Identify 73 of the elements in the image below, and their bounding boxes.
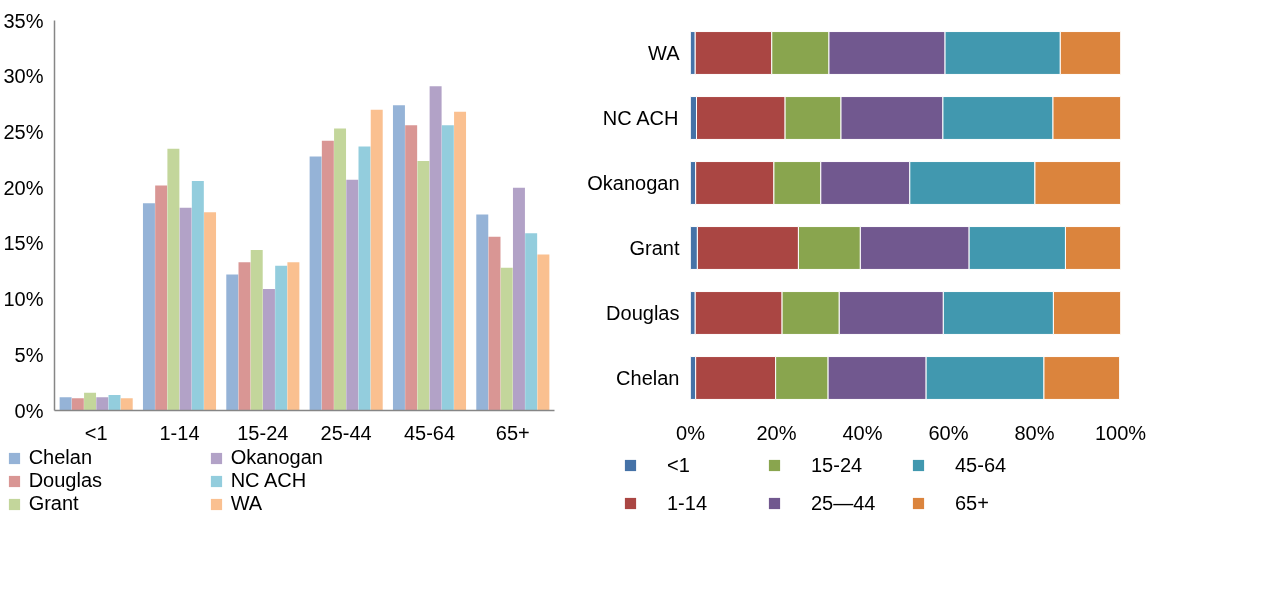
bar: [392, 105, 405, 411]
bar: [537, 254, 550, 411]
x-tick-label: 100%: [1094, 421, 1147, 444]
legend-label: 15-24: [810, 452, 864, 478]
legend-label: 1-14: [666, 490, 708, 516]
bar: [321, 140, 334, 411]
y-tick-label: 5%: [14, 343, 44, 366]
y-tick-label: 25%: [3, 120, 44, 143]
bar: [441, 125, 454, 411]
bar: [179, 207, 192, 411]
y-tick-label: Chelan: [616, 367, 680, 389]
bar: [275, 265, 288, 411]
y-tick-label: WA: [648, 42, 681, 64]
bar: [204, 212, 217, 411]
y-tick-label: 30%: [3, 65, 44, 88]
y-tick-label: 10%: [3, 288, 44, 311]
bar: [417, 160, 430, 411]
y-tick-label: Douglas: [606, 302, 680, 324]
x-tick-label: 80%: [1014, 421, 1055, 444]
x-tick-label: 1-14: [159, 421, 200, 444]
y-tick-label: Okanogan: [587, 172, 680, 194]
bar: [309, 156, 322, 411]
legend-label: NC ACH: [230, 469, 308, 492]
bar: [84, 392, 97, 411]
x-tick-label: 65+: [495, 421, 530, 444]
legend-label: Chelan: [28, 446, 94, 469]
bar: [287, 262, 300, 411]
bar: [358, 146, 371, 411]
bar: [155, 185, 168, 411]
y-tick-label: 0%: [14, 399, 44, 422]
x-tick-label: 25-44: [320, 421, 372, 444]
bar: [512, 187, 525, 411]
bar: [370, 109, 383, 411]
legend-label: Okanogan: [230, 446, 324, 469]
bar: [226, 274, 239, 411]
bar: [334, 128, 347, 411]
bar: [96, 397, 109, 411]
bar: [454, 111, 467, 411]
bar: [405, 125, 418, 411]
legend-label: <1: [666, 452, 691, 478]
bar: [238, 262, 251, 411]
x-tick-label: 60%: [928, 421, 969, 444]
y-tick-label: Grant: [629, 237, 680, 259]
bar: [346, 179, 359, 411]
x-tick-label: 0%: [676, 421, 706, 444]
bar: [500, 267, 513, 411]
x-tick-label: 20%: [756, 421, 797, 444]
y-tick-label: 35%: [3, 9, 44, 32]
bar: [167, 148, 180, 411]
legend-label: 25—44: [810, 490, 877, 516]
x-tick-label: 40%: [842, 421, 883, 444]
y-tick-label: NC ACH: [602, 107, 679, 129]
legend-label: Douglas: [28, 469, 104, 492]
bar: [250, 250, 263, 411]
bar: [120, 398, 133, 411]
bar: [142, 203, 155, 411]
x-tick-label: 45-64: [403, 421, 456, 444]
bar: [488, 236, 501, 411]
bar: [525, 233, 538, 411]
legend-label: WA: [230, 492, 264, 515]
legend-label: 45-64: [954, 452, 1008, 478]
legend-label: Grant: [28, 492, 80, 515]
x-tick-label: <1: [84, 421, 108, 444]
y-tick-label: 15%: [3, 232, 44, 255]
bar: [262, 289, 275, 411]
y-tick-label: 20%: [3, 176, 44, 199]
bar: [191, 180, 204, 411]
bar: [59, 397, 72, 411]
bar: [429, 86, 442, 411]
bar: [71, 398, 84, 411]
bar: [476, 214, 489, 411]
x-tick-label: 15-24: [237, 421, 289, 444]
legend-label: 65+: [954, 490, 990, 516]
